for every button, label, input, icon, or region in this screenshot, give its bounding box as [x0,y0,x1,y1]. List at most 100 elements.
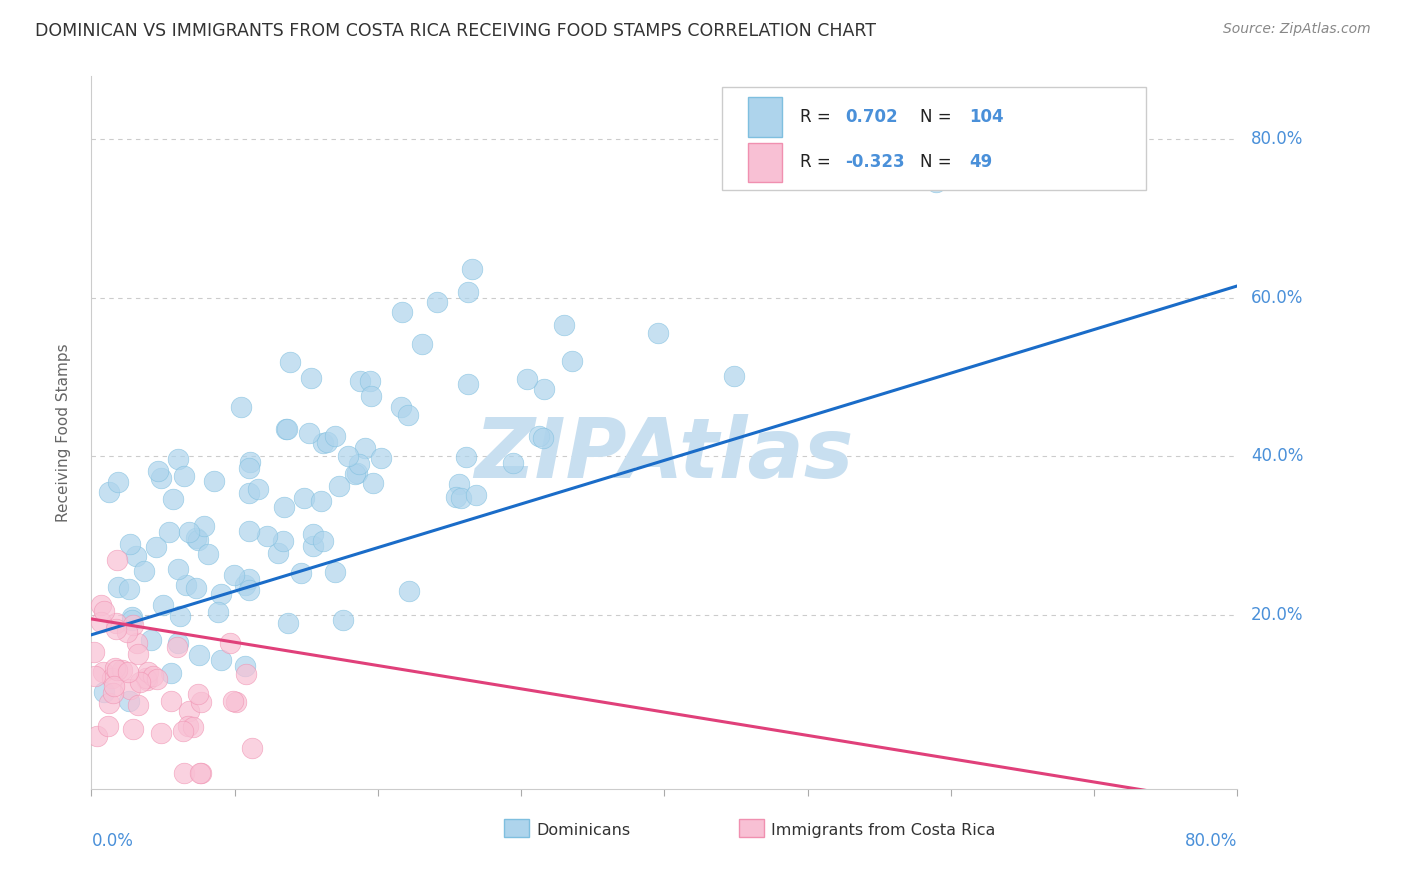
Point [347,458,370,472]
Point [256,529,278,543]
Point [274,422,297,436]
Point [297,426,319,441]
Point [316,435,339,450]
Point [104,622,127,636]
Point [93,604,115,618]
Point [184,581,207,595]
FancyBboxPatch shape [721,87,1146,190]
Point [336,449,359,463]
Point [202,474,225,488]
Point [115,625,138,640]
Point [349,374,371,388]
Point [167,451,190,466]
Point [166,640,188,654]
Point [181,721,204,735]
Point [233,578,256,592]
FancyBboxPatch shape [503,820,529,838]
Point [332,613,354,627]
Text: N =: N = [920,153,956,171]
Point [309,494,332,508]
Point [118,537,141,551]
Point [162,492,184,507]
Point [136,673,159,687]
Point [553,318,575,332]
Point [127,648,149,662]
Point [444,490,467,504]
Point [266,546,288,560]
FancyBboxPatch shape [738,820,763,838]
Point [104,661,127,675]
Point [107,663,129,677]
Point [91,665,114,679]
Point [176,719,198,733]
Text: 80.0%: 80.0% [1251,130,1303,148]
Point [343,467,366,482]
Point [398,584,420,599]
Point [346,466,368,480]
Point [449,476,471,491]
Point [107,581,129,595]
Y-axis label: Receiving Food Stamps: Receiving Food Stamps [56,343,70,522]
Text: 80.0%: 80.0% [1185,832,1237,850]
Point [101,686,124,700]
Point [174,578,197,592]
Point [370,451,392,466]
Point [292,491,315,506]
Point [150,725,173,739]
Point [359,374,381,388]
Point [276,422,298,436]
Point [360,388,382,402]
Point [312,534,335,549]
Point [391,305,413,319]
Text: 0.702: 0.702 [845,108,898,126]
Text: R =: R = [800,108,835,126]
Point [197,547,219,561]
Point [177,704,200,718]
Point [111,663,134,677]
Point [173,468,195,483]
Point [136,665,159,680]
Point [311,435,333,450]
Point [97,696,120,710]
Point [247,483,270,497]
Point [238,583,260,598]
Point [240,741,263,756]
Point [238,461,260,475]
Point [457,376,479,391]
Point [97,719,120,733]
Point [222,694,245,708]
Point [353,441,375,455]
Point [928,136,950,150]
Point [533,382,555,396]
Point [239,455,262,469]
Point [723,369,745,384]
Text: N =: N = [920,108,956,126]
Point [125,549,148,563]
Point [328,479,350,493]
Text: 20.0%: 20.0% [1251,606,1303,624]
Text: 49: 49 [969,153,993,171]
Point [98,484,121,499]
Point [411,336,433,351]
Point [105,615,128,630]
Point [177,524,200,539]
Point [224,567,246,582]
Point [389,400,412,414]
Point [190,765,212,780]
Point [122,617,145,632]
Text: 104: 104 [969,108,1004,126]
Point [231,401,253,415]
Text: Immigrants from Costa Rica: Immigrants from Costa Rica [770,822,995,838]
Point [187,688,209,702]
Point [271,533,294,548]
Point [173,765,195,780]
Text: Dominicans: Dominicans [536,822,630,838]
Point [117,582,139,596]
Point [117,665,139,680]
Point [145,540,167,554]
Point [450,491,472,505]
Point [187,648,209,663]
Point [83,668,105,682]
Point [396,408,419,422]
Point [89,615,111,630]
